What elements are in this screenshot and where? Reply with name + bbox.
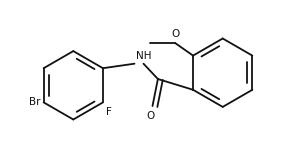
Text: O: O — [172, 29, 180, 39]
Text: F: F — [106, 107, 112, 117]
Text: Br: Br — [29, 97, 40, 107]
Text: NH: NH — [136, 51, 151, 61]
Text: O: O — [147, 110, 155, 121]
